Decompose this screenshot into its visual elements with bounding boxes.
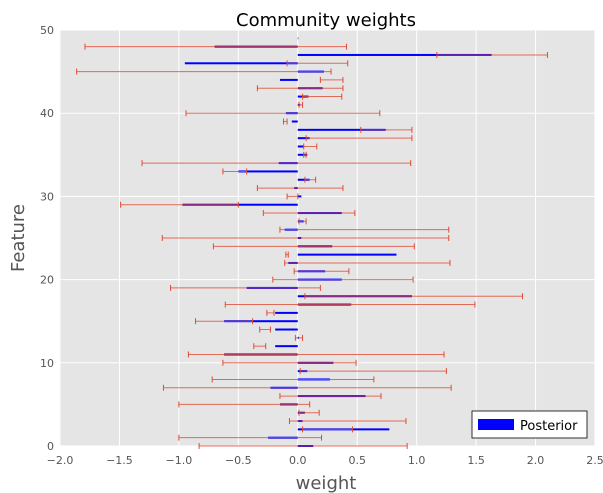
bar: [297, 178, 310, 181]
x-tick-label: 2.0: [527, 454, 545, 467]
x-tick-label: −1.0: [166, 454, 193, 467]
errorbar-layer: [76, 43, 548, 449]
bar: [291, 120, 298, 123]
bar: [275, 328, 298, 331]
bar: [238, 170, 298, 173]
x-axis-title: weight: [296, 473, 357, 493]
bar: [297, 53, 492, 56]
y-tick-label: 30: [40, 190, 54, 203]
bar: [275, 345, 298, 348]
y-tick-label: 40: [40, 107, 54, 120]
bar: [279, 78, 298, 81]
x-tick-label: −1.5: [106, 454, 133, 467]
chart-title: Community weights: [236, 10, 416, 31]
x-tick-label: 0.5: [348, 454, 366, 467]
y-tick-label: 10: [40, 357, 54, 370]
bar: [224, 320, 298, 323]
bar: [275, 311, 298, 314]
bar: [297, 137, 310, 140]
y-tick-label: 0: [47, 440, 54, 453]
x-tick-label: 2.5: [586, 454, 603, 467]
bar: [297, 37, 299, 40]
bar: [182, 203, 298, 206]
x-tick-label: −2.0: [47, 454, 74, 467]
bar: [297, 253, 397, 256]
legend-swatch: [478, 419, 514, 430]
tick-labels: −2.0 −1.5 −1.0 −0.5 0.0 0.5 1.0 1.5 2.0 2.5 0 10 20 3…: [40, 24, 603, 467]
y-tick-label: 50: [40, 24, 54, 37]
x-tick-label: 1.0: [408, 454, 426, 467]
bar: [297, 145, 304, 148]
y-tick-label: 20: [40, 274, 54, 287]
bar: [297, 153, 308, 156]
legend-label: Posterior: [520, 419, 578, 434]
x-tick-label: 0.0: [289, 454, 307, 467]
bar: [184, 62, 298, 65]
y-axis-title: Feature: [8, 204, 29, 272]
bar: [297, 128, 386, 131]
x-tick-label: 1.5: [467, 454, 485, 467]
bar: [297, 195, 302, 198]
legend: Posterior: [471, 410, 588, 439]
x-tick-label: −0.5: [225, 454, 252, 467]
